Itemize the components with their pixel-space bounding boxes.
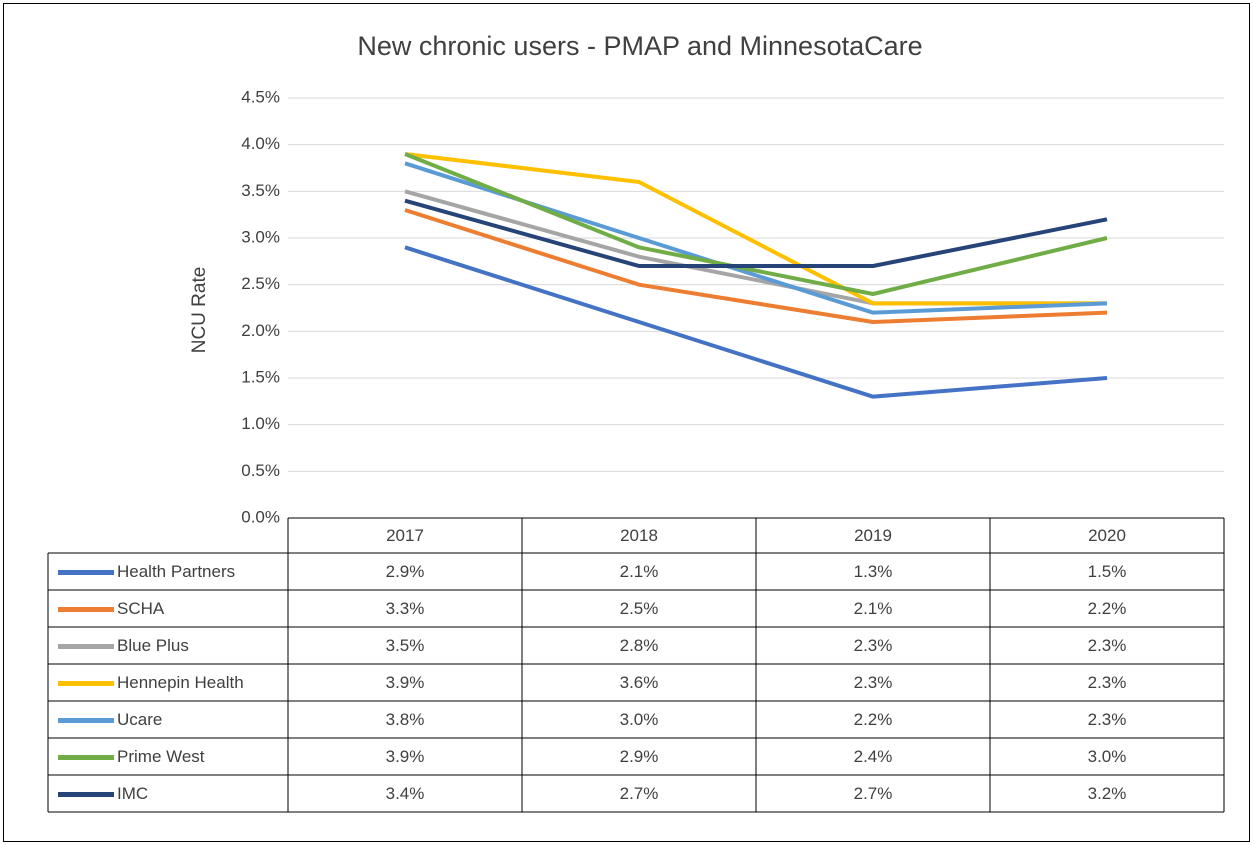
- table-value: 2.3%: [1088, 710, 1127, 729]
- y-tick-label: 1.5%: [241, 367, 280, 386]
- y-tick-label: 2.0%: [241, 321, 280, 340]
- table-value: 2.9%: [620, 747, 659, 766]
- series-line: [404, 198, 1108, 268]
- table-value: 3.4%: [386, 784, 425, 803]
- table-value: 2.5%: [620, 599, 659, 618]
- table-value: 2.7%: [620, 784, 659, 803]
- y-tick-label: 0.5%: [241, 461, 280, 480]
- x-tick-label: 2019: [854, 526, 892, 545]
- table-value: 2.2%: [854, 710, 893, 729]
- table-value: 3.2%: [1088, 784, 1127, 803]
- x-tick-label: 2017: [386, 526, 424, 545]
- y-tick-label: 3.5%: [241, 181, 280, 200]
- chart-title: New chronic users - PMAP and MinnesotaCa…: [357, 31, 922, 61]
- table-value: 2.2%: [1088, 599, 1127, 618]
- table-value: 3.9%: [386, 747, 425, 766]
- table-value: 2.9%: [386, 562, 425, 581]
- legend-label: SCHA: [117, 599, 165, 618]
- table-value: 3.5%: [386, 636, 425, 655]
- table-value: 2.1%: [854, 599, 893, 618]
- table-value: 3.0%: [1088, 747, 1127, 766]
- legend-label: Ucare: [117, 710, 162, 729]
- y-tick-label: 4.0%: [241, 134, 280, 153]
- series-line: [404, 245, 1108, 399]
- x-tick-label: 2020: [1088, 526, 1126, 545]
- table-value: 3.3%: [386, 599, 425, 618]
- table-value: 2.3%: [1088, 636, 1127, 655]
- series-line: [404, 152, 1107, 306]
- table-value: 1.3%: [854, 562, 893, 581]
- legend-label: Prime West: [117, 747, 205, 766]
- chart-frame: [3, 3, 1250, 842]
- x-tick-label: 2018: [620, 526, 658, 545]
- table-value: 2.3%: [854, 636, 893, 655]
- table-value: 2.7%: [854, 784, 893, 803]
- y-tick-label: 2.5%: [241, 274, 280, 293]
- series-line: [404, 208, 1108, 324]
- table-value: 3.6%: [620, 673, 659, 692]
- legend-label: Blue Plus: [117, 636, 189, 655]
- y-tick-label: 3.0%: [241, 227, 280, 246]
- table-value: 2.1%: [620, 562, 659, 581]
- table-value: 3.0%: [620, 710, 659, 729]
- y-tick-label: 0.0%: [241, 507, 280, 526]
- series-line: [404, 152, 1108, 296]
- table-value: 2.8%: [620, 636, 659, 655]
- table-value: 3.9%: [386, 673, 425, 692]
- table-value: 2.3%: [1088, 673, 1127, 692]
- table-value: 1.5%: [1088, 562, 1127, 581]
- y-tick-label: 4.5%: [241, 87, 280, 106]
- table-value: 3.8%: [386, 710, 425, 729]
- legend-label: Hennepin Health: [117, 673, 244, 692]
- legend-label: IMC: [117, 784, 148, 803]
- table-value: 2.4%: [854, 747, 893, 766]
- y-tick-label: 1.0%: [241, 414, 280, 433]
- legend-label: Health Partners: [117, 562, 235, 581]
- table-value: 2.3%: [854, 673, 893, 692]
- y-axis-label: NCU Rate: [189, 267, 210, 354]
